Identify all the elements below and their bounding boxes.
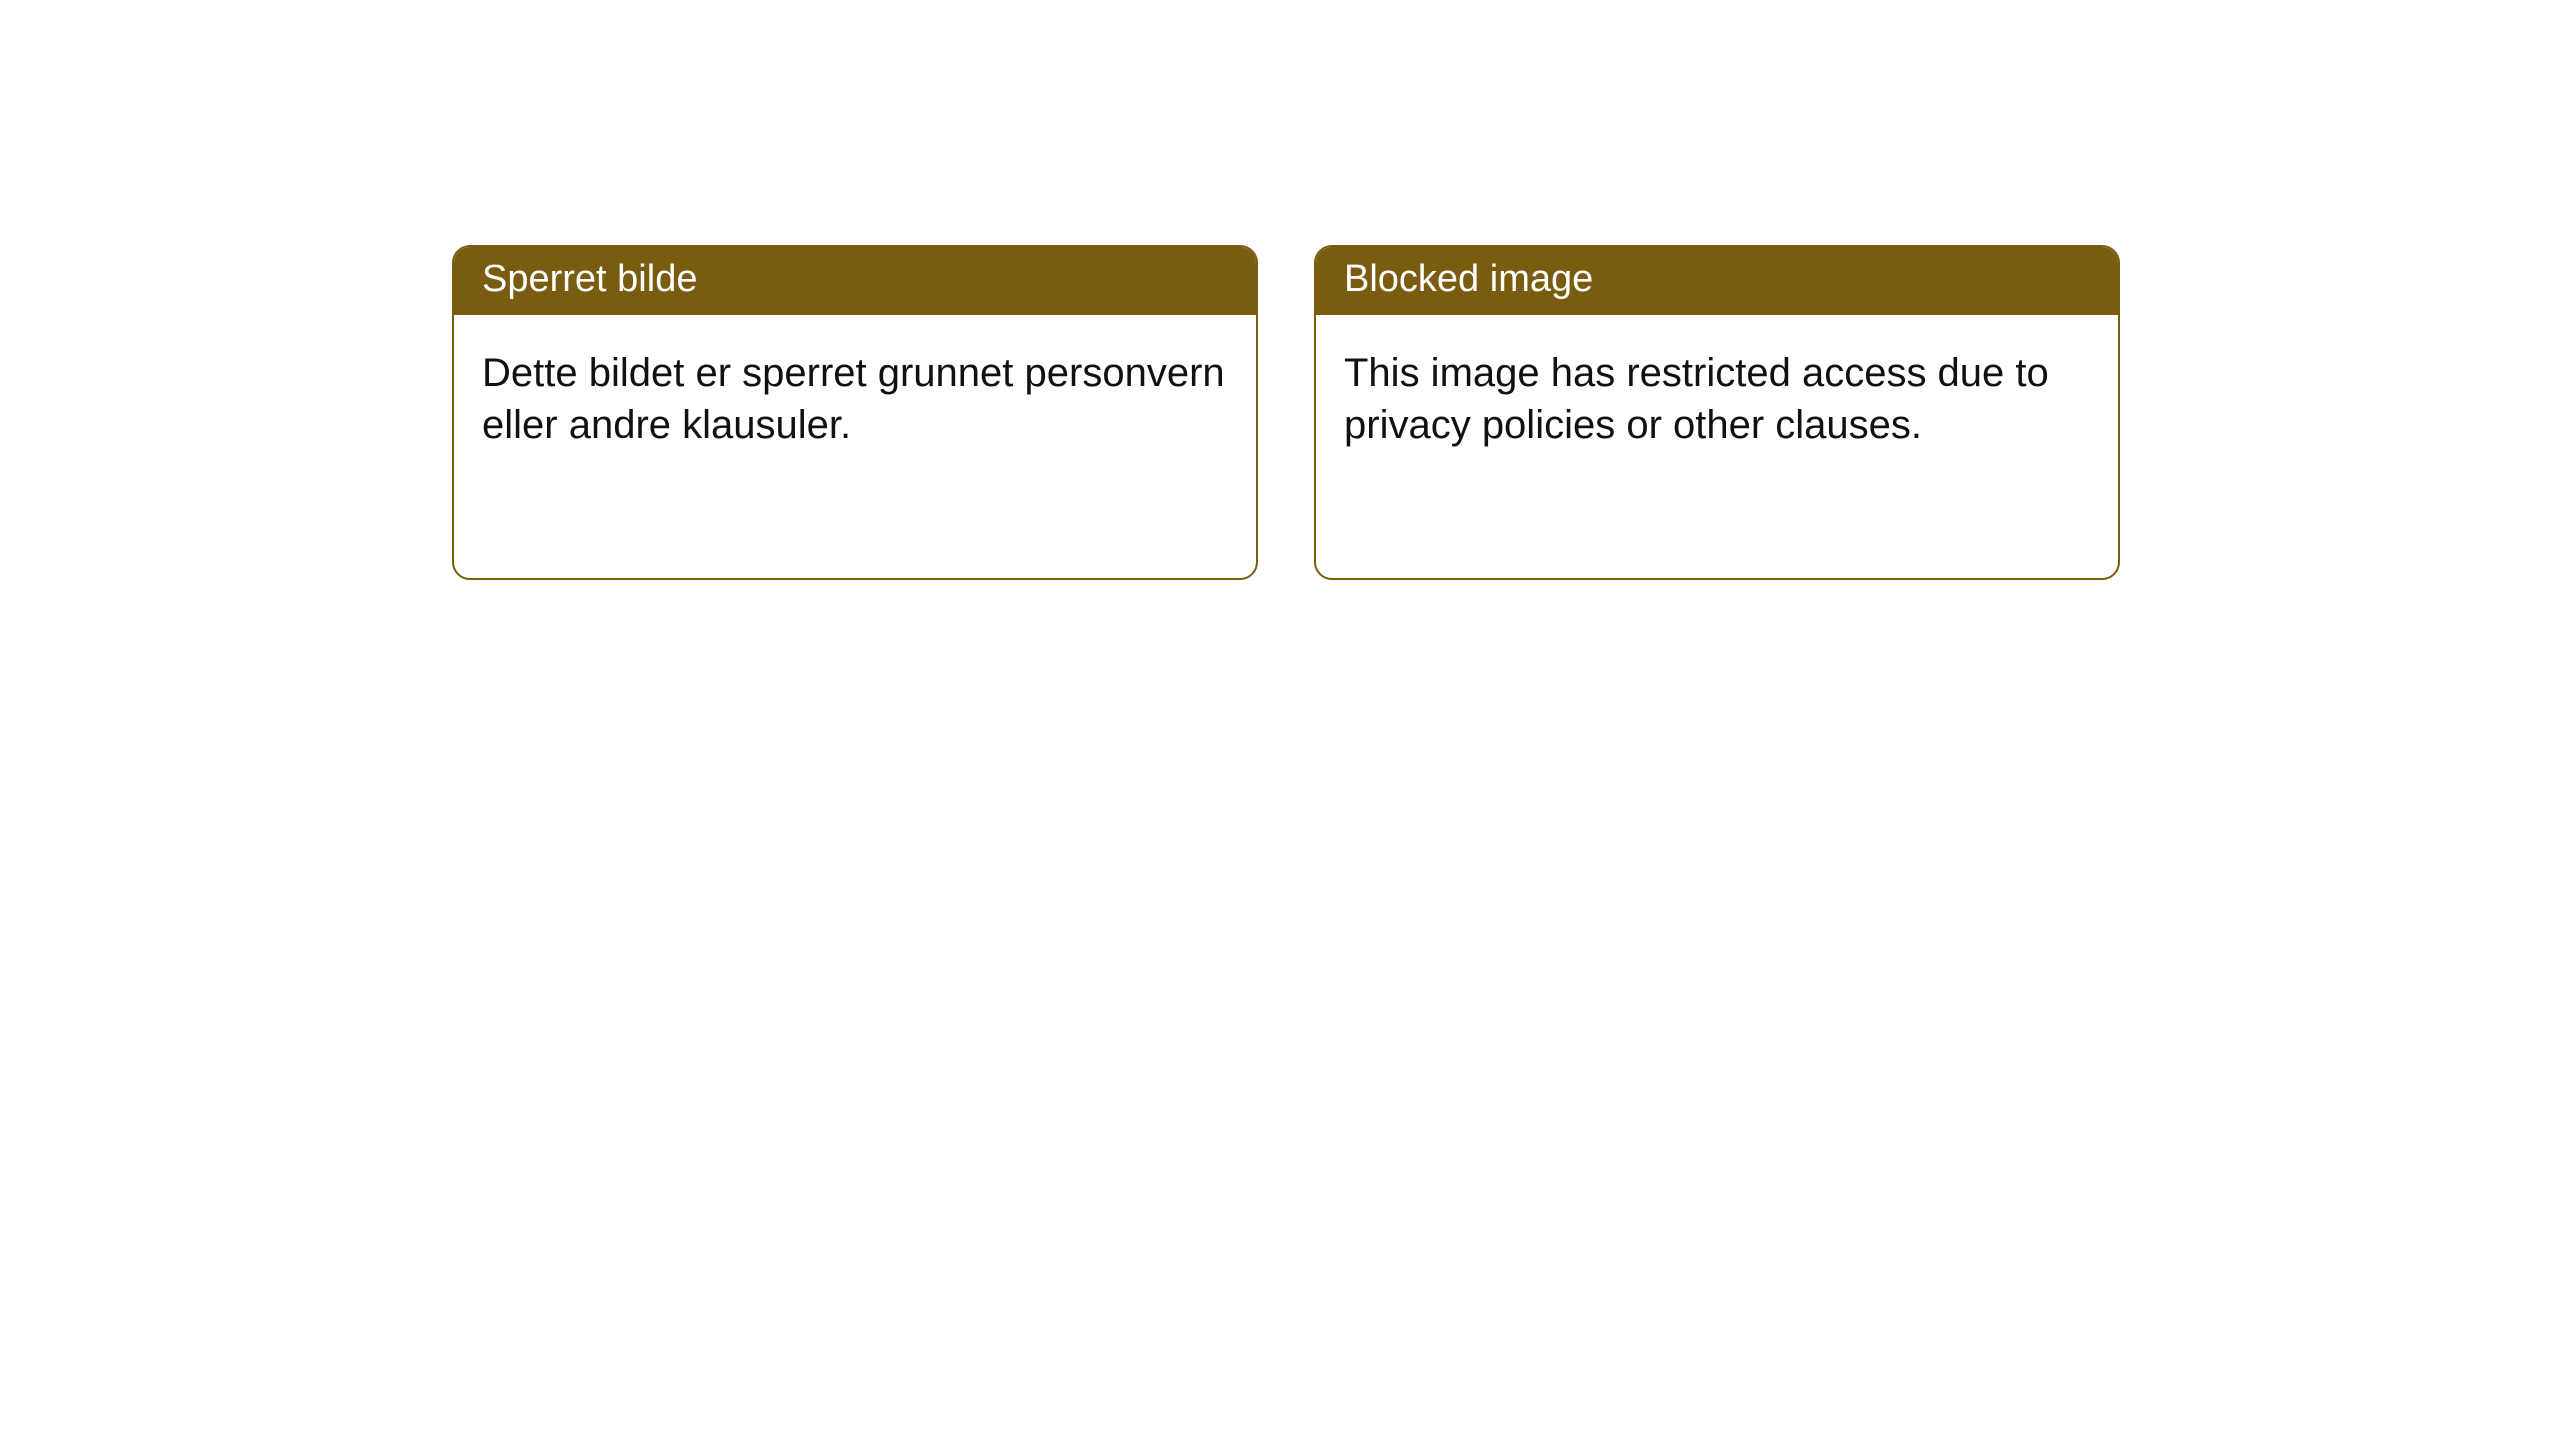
card-title: Sperret bilde: [454, 247, 1256, 315]
card-title: Blocked image: [1316, 247, 2118, 315]
notice-card-english: Blocked image This image has restricted …: [1314, 245, 2120, 580]
notice-cards-container: Sperret bilde Dette bildet er sperret gr…: [0, 0, 2560, 580]
card-body: Dette bildet er sperret grunnet personve…: [454, 315, 1256, 483]
notice-card-norwegian: Sperret bilde Dette bildet er sperret gr…: [452, 245, 1258, 580]
card-body: This image has restricted access due to …: [1316, 315, 2118, 483]
